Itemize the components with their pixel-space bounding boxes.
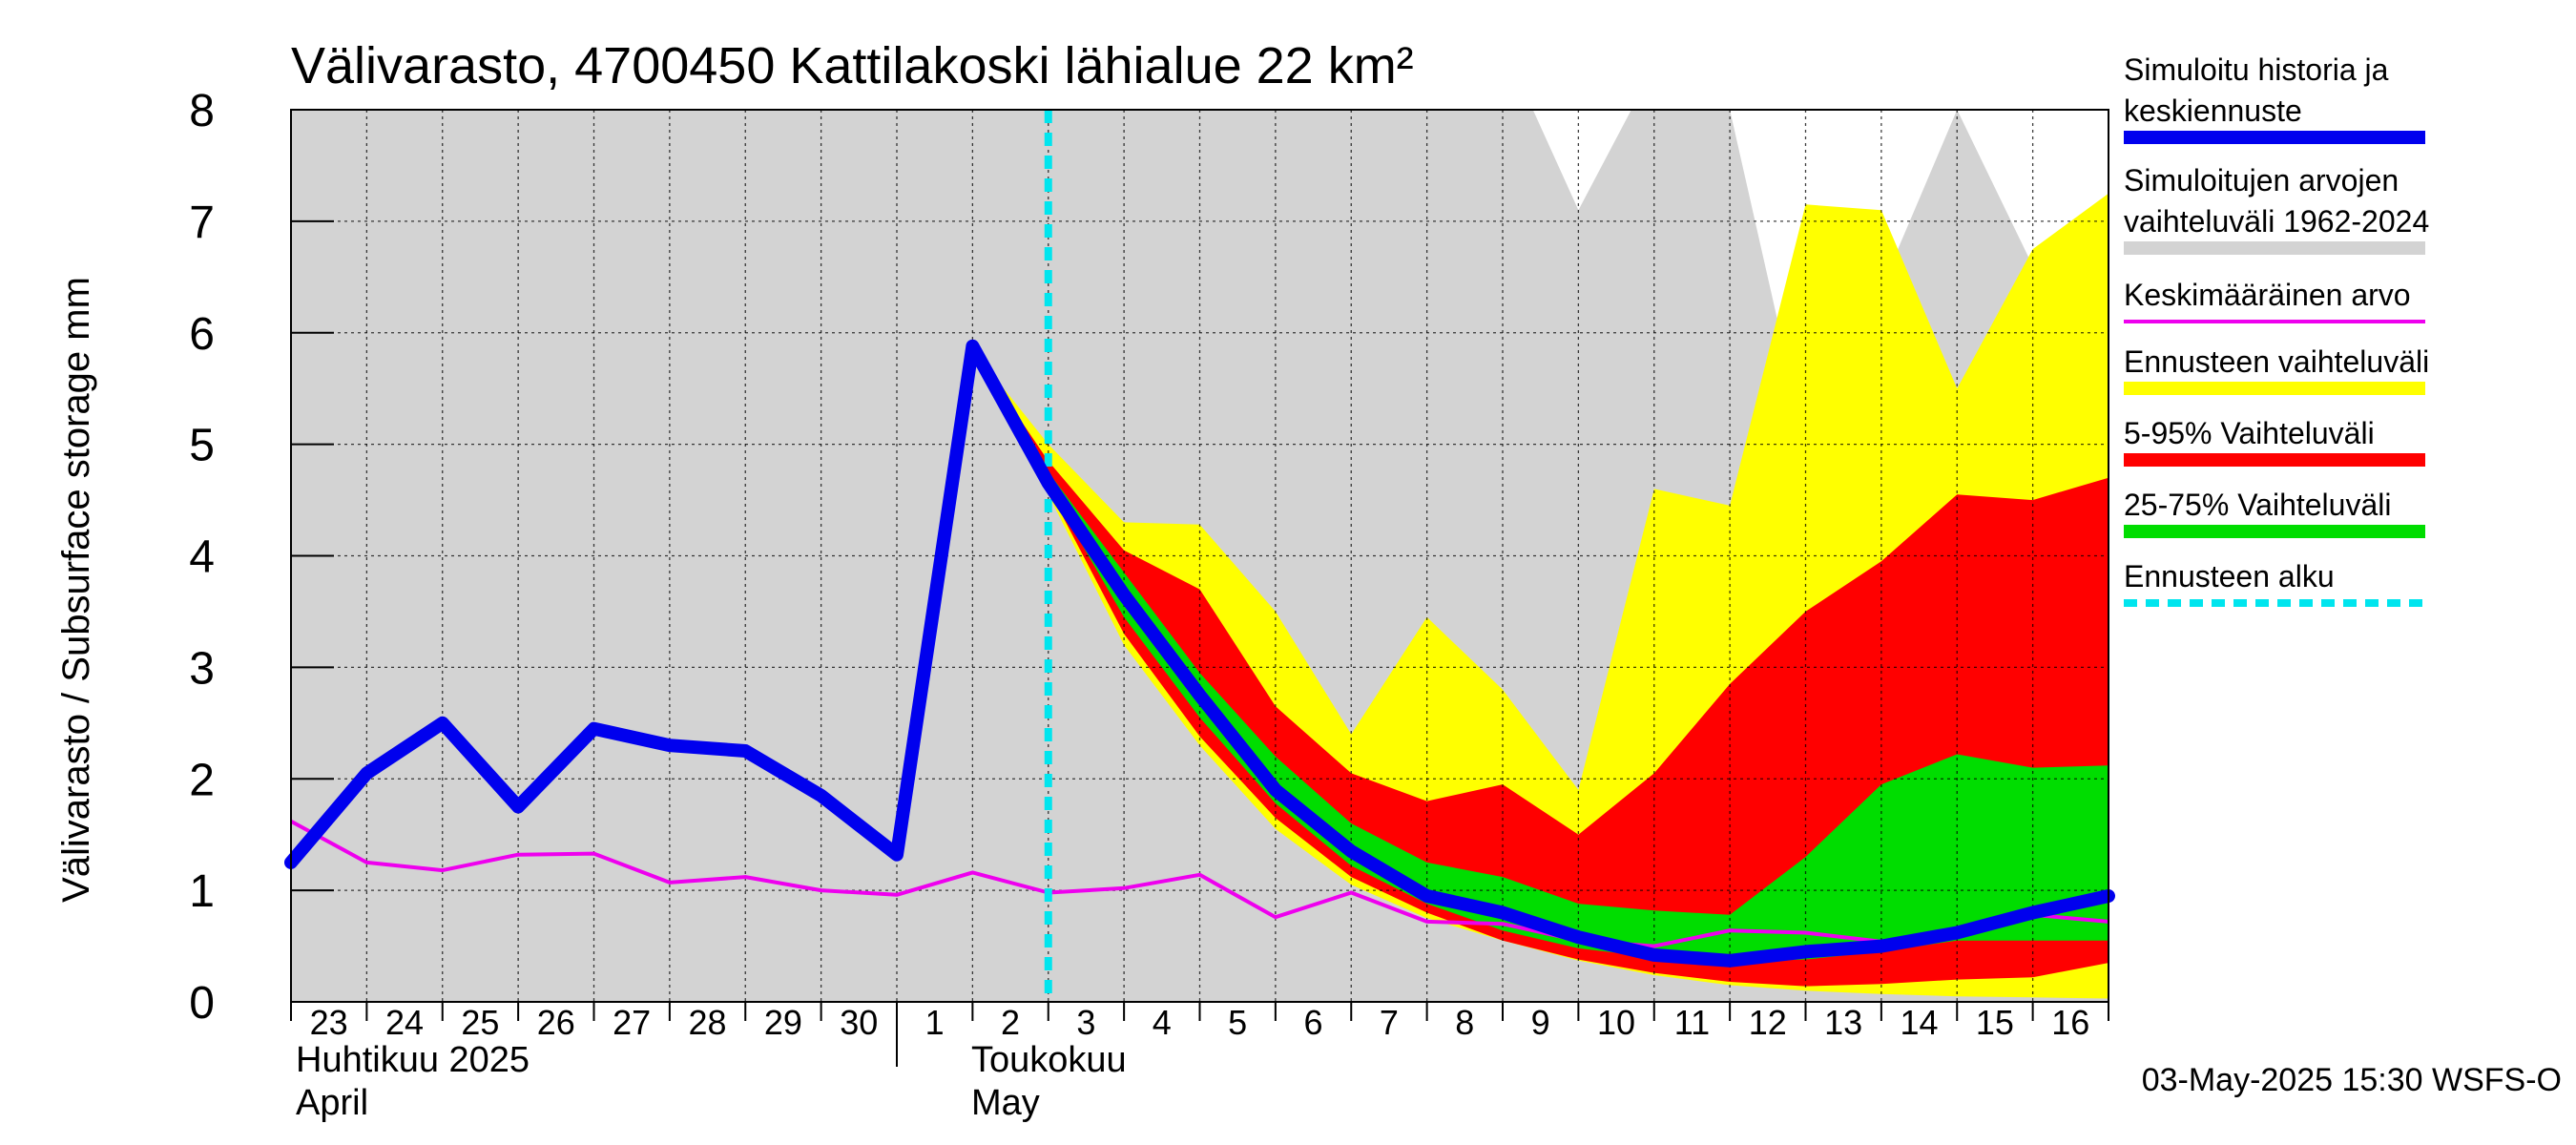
month-label-april-en: April xyxy=(296,1083,368,1123)
legend-label: keskiennuste xyxy=(2124,94,2302,128)
x-tick-label: 9 xyxy=(1531,1003,1550,1042)
x-tick-label: 26 xyxy=(537,1003,575,1042)
x-tick-label: 4 xyxy=(1153,1003,1172,1042)
y-axis-label: Välivarasto / Subsurface storage mm xyxy=(55,277,97,903)
x-tick-label: 5 xyxy=(1228,1003,1247,1042)
x-tick-label: 12 xyxy=(1749,1003,1787,1042)
percentile-5-95-band xyxy=(972,349,2109,987)
y-tick-label: 2 xyxy=(189,755,215,805)
footer-timestamp: 03-May-2025 15:30 WSFS-O xyxy=(2142,1062,2562,1098)
percentile-25-75-band xyxy=(972,349,2109,962)
x-tick-label: 29 xyxy=(764,1003,802,1042)
x-tick-label: 2 xyxy=(1001,1003,1020,1042)
x-tick-label: 10 xyxy=(1597,1003,1635,1042)
month-label-may-en: May xyxy=(971,1083,1040,1123)
legend-label: Ennusteen vaihteluväli xyxy=(2124,344,2429,379)
legend-label: Keskimääräinen arvo xyxy=(2124,278,2411,312)
y-tick-label: 5 xyxy=(189,421,215,471)
plot-frame xyxy=(290,109,2109,1067)
x-tick-label: 27 xyxy=(613,1003,651,1042)
legend-label: vaihteluväli 1962-2024 xyxy=(2124,204,2429,239)
y-tick-label: 7 xyxy=(189,198,215,248)
y-tick-label: 8 xyxy=(189,86,215,136)
y-tick-label: 0 xyxy=(189,978,215,1029)
plot-area xyxy=(284,110,2115,1002)
x-tick-label: 15 xyxy=(1976,1003,2014,1042)
x-tick-label: 28 xyxy=(689,1003,727,1042)
legend-label: Ennusteen alku xyxy=(2124,559,2335,593)
legend-label: Simuloitu historia ja xyxy=(2124,52,2389,87)
legend: Simuloitu historia ja keskiennuste Simuloi… xyxy=(2124,52,2429,607)
x-tick-label: 16 xyxy=(2051,1003,2089,1042)
y-tick-label: 4 xyxy=(189,532,215,583)
x-tick-labels: 23 24 25 26 27 28 29 30 1 2 3 4 5 6 7 8 9 10 11 12 13 14 15 16 xyxy=(310,1003,2090,1042)
legend-label: 25-75% Vaihteluväli xyxy=(2124,488,2391,522)
x-tick-label: 25 xyxy=(461,1003,499,1042)
chart-title: Välivarasto, 4700450 Kattilakoski lähial… xyxy=(291,37,1414,94)
x-tick-label: 7 xyxy=(1380,1003,1399,1042)
x-tick-label: 14 xyxy=(1901,1003,1939,1042)
x-tick-label: 8 xyxy=(1455,1003,1474,1042)
x-tick-label: 30 xyxy=(840,1003,878,1042)
y-tick-label: 1 xyxy=(189,866,215,917)
x-tick-label: 23 xyxy=(310,1003,348,1042)
x-tick-label: 6 xyxy=(1304,1003,1323,1042)
month-label-may-fi: Toukokuu xyxy=(971,1040,1127,1080)
x-tick-label: 24 xyxy=(385,1003,424,1042)
month-label-april-fi: Huhtikuu 2025 xyxy=(296,1040,530,1080)
y-tick-labels: 0 1 2 3 4 5 6 7 8 xyxy=(189,86,215,1029)
legend-label: 5-95% Vaihteluväli xyxy=(2124,416,2375,450)
legend-label: Simuloitujen arvojen xyxy=(2124,163,2399,198)
series-line-mean xyxy=(290,819,2109,948)
series-line-simulated xyxy=(284,339,2115,968)
x-tick-label: 1 xyxy=(925,1003,945,1042)
y-tick-label: 3 xyxy=(189,643,215,694)
x-tick-label: 11 xyxy=(1674,1003,1710,1042)
y-tick-label: 6 xyxy=(189,309,215,360)
x-tick-label: 3 xyxy=(1076,1003,1095,1042)
x-tick-label: 13 xyxy=(1824,1003,1862,1042)
